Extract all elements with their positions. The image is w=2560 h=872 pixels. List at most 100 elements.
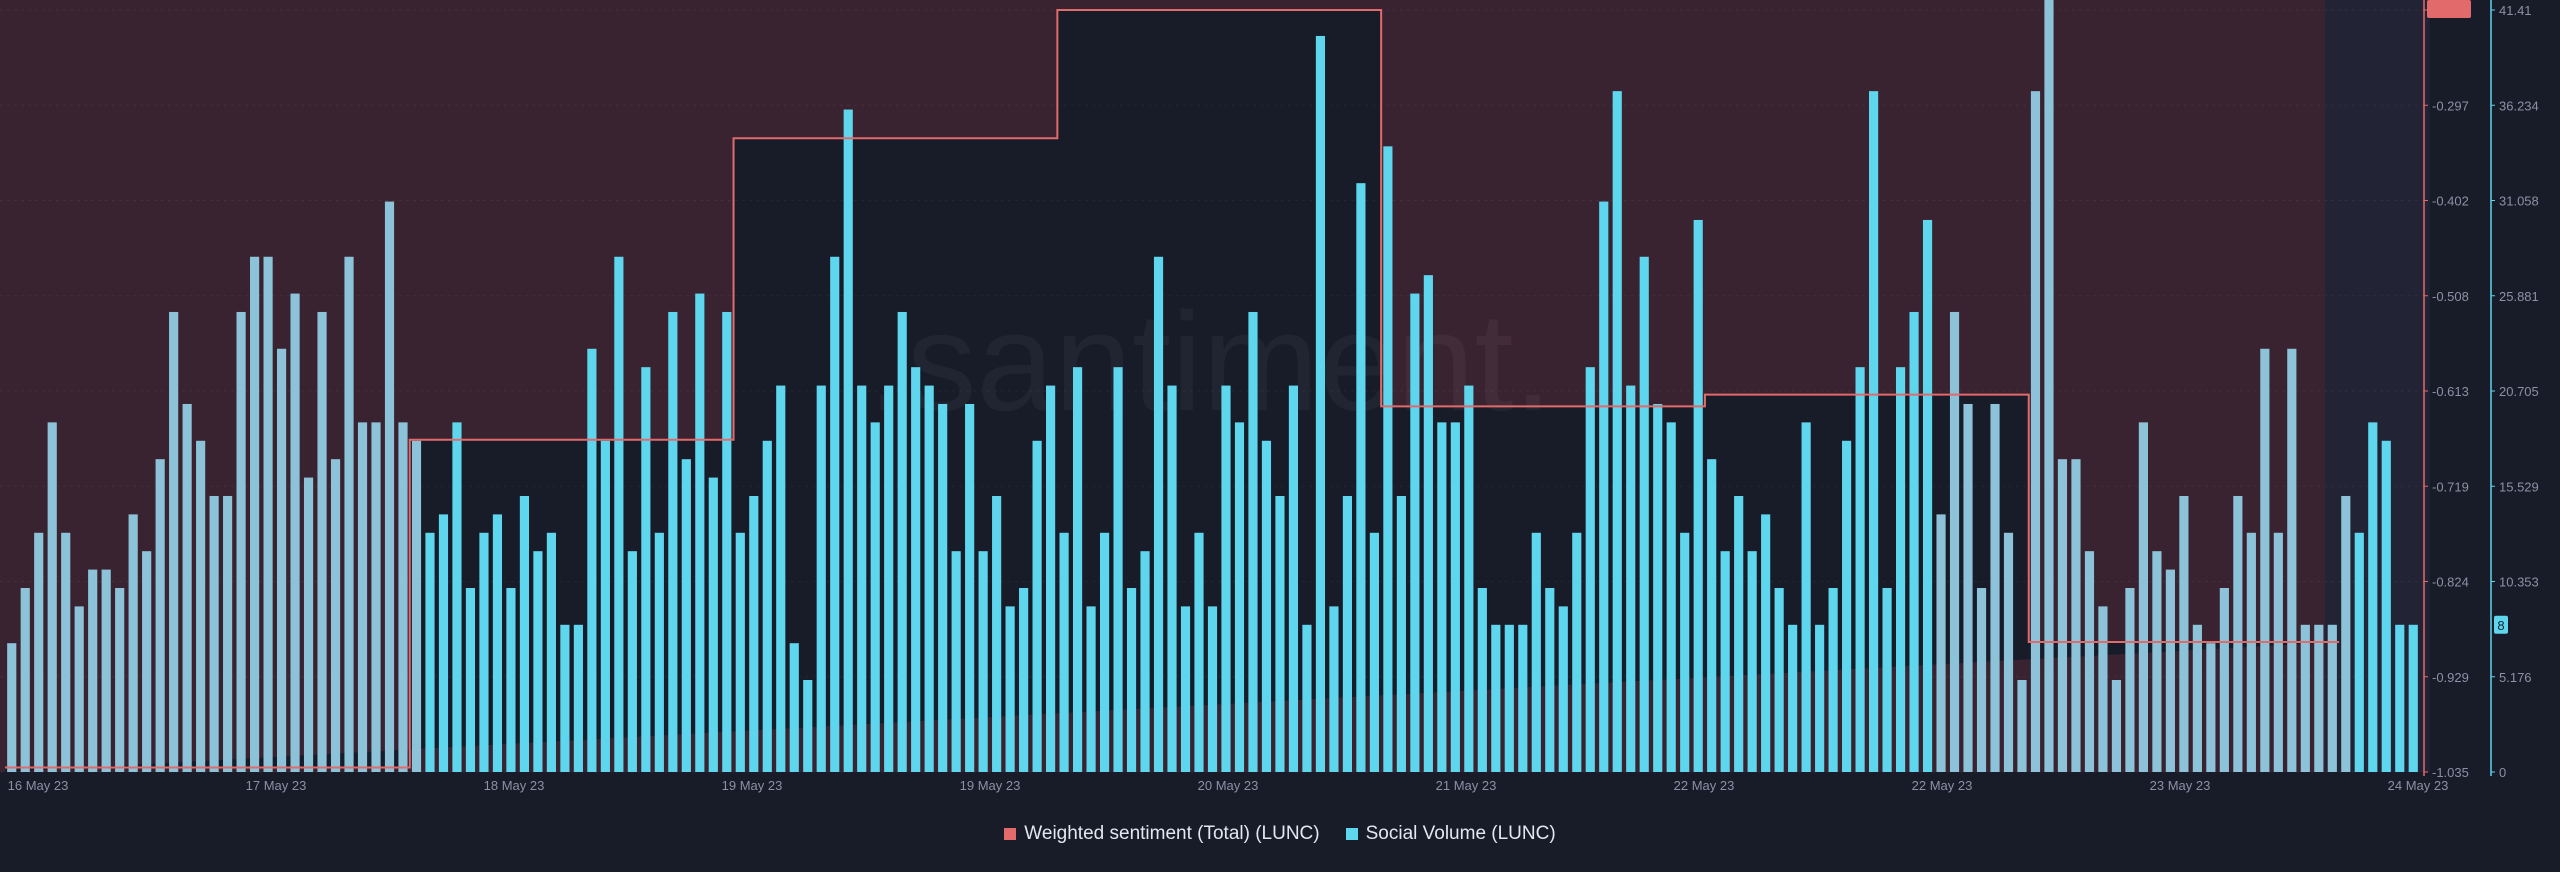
volume-bar <box>1234 422 1245 772</box>
volume-bar <box>344 256 354 772</box>
volume-bar <box>223 495 233 772</box>
volume-bar <box>735 532 745 772</box>
volume-bar <box>911 367 921 772</box>
volume-bar <box>209 495 219 772</box>
volume-bar <box>938 403 948 772</box>
volume-bar <box>924 385 934 772</box>
volume-bar <box>2354 532 2364 772</box>
volume-bar <box>2219 587 2229 772</box>
volume-bar <box>398 422 408 772</box>
volume-bar <box>2287 348 2297 772</box>
volume-tick-label: 25.881 <box>2499 289 2539 304</box>
volume-bar <box>1356 183 1366 772</box>
volume-bar <box>2273 532 2283 772</box>
volume-bar <box>560 624 570 772</box>
volume-bar <box>857 385 867 772</box>
x-tick-label: 21 May 23 <box>1436 778 1497 793</box>
volume-bar <box>479 532 489 772</box>
volume-bar <box>1747 551 1757 772</box>
volume-bar <box>2057 459 2068 772</box>
volume-bar <box>2125 587 2135 772</box>
sentiment-tick-label: -0.719 <box>2432 479 2469 494</box>
volume-bar <box>2138 422 2148 772</box>
volume-bar <box>2300 624 2310 772</box>
sentiment-tick-label: -0.297 <box>2432 98 2469 113</box>
volume-bar <box>2017 679 2027 772</box>
volume-bar <box>1801 422 1811 772</box>
volume-bar <box>1073 367 1083 772</box>
volume-bar <box>1167 385 1177 772</box>
volume-bar <box>2381 440 2391 772</box>
current-volume-value: 8 <box>2497 618 2504 633</box>
volume-bar <box>762 440 772 772</box>
volume-tick-label: 41.41 <box>2499 3 2532 18</box>
volume-bar <box>1180 606 1191 772</box>
volume-bar <box>1680 532 1690 772</box>
volume-bar <box>587 348 597 772</box>
legend: Weighted sentiment (Total) (LUNC) Social… <box>0 818 2560 850</box>
volume-bar <box>708 477 718 772</box>
volume-tick-label: 5.176 <box>2499 670 2532 685</box>
volume-bar <box>169 311 179 772</box>
volume-bar <box>438 514 449 772</box>
volume-bar <box>155 459 165 772</box>
volume-bar <box>641 367 651 772</box>
social-volume-bars <box>7 0 2418 773</box>
volume-bar <box>1086 606 1096 772</box>
volume-bar <box>681 459 691 772</box>
legend-item-volume[interactable]: Social Volume (LUNC) <box>1345 823 1556 845</box>
x-tick-label: 19 May 23 <box>960 778 1021 793</box>
volume-bar <box>1396 495 1406 772</box>
sentiment-tick-label: -0.508 <box>2432 289 2469 304</box>
volume-bar <box>2152 551 2162 772</box>
volume-bar <box>1248 311 1258 772</box>
sentiment-swatch-icon <box>1004 828 1017 840</box>
volume-bar <box>1909 311 1919 772</box>
x-tick-label: 23 May 23 <box>2150 778 2211 793</box>
volume-bar <box>884 385 894 772</box>
volume-bar <box>1963 403 1973 772</box>
volume-bar <box>1504 624 1514 772</box>
volume-bar <box>1437 422 1447 772</box>
volume-bar <box>830 256 840 772</box>
volume-bar <box>1140 551 1150 772</box>
volume-bar <box>2111 679 2122 772</box>
volume-bar <box>330 459 341 772</box>
volume-tick-label: 15.529 <box>2499 479 2539 494</box>
volume-swatch-icon <box>1345 828 1358 840</box>
volume-bar <box>803 679 813 772</box>
current-sentiment-badge <box>2427 0 2471 18</box>
volume-tick-label: 10.353 <box>2499 575 2539 590</box>
volume-bar <box>1005 606 1015 772</box>
volume-bar <box>2044 0 2054 772</box>
volume-bar <box>1153 256 1164 772</box>
volume-bar <box>1329 606 1339 772</box>
volume-bar <box>142 551 152 772</box>
volume-bar <box>357 422 368 772</box>
volume-bar <box>2084 551 2095 772</box>
volume-bar <box>1855 367 1865 772</box>
volume-bar <box>88 569 98 772</box>
volume-bar <box>1450 422 1460 772</box>
volume-tick-label: 36.234 <box>2499 98 2539 113</box>
volume-bar <box>1720 551 1730 772</box>
volume-bar <box>2165 569 2175 772</box>
volume-bar <box>2368 422 2378 772</box>
volume-bar <box>2098 606 2108 772</box>
volume-bar <box>425 532 435 772</box>
legend-item-sentiment[interactable]: Weighted sentiment (Total) (LUNC) <box>1004 823 1320 845</box>
volume-bar <box>1734 495 1744 772</box>
volume-bar <box>573 624 583 772</box>
volume-bar <box>1477 587 1487 772</box>
volume-bar <box>2179 495 2189 772</box>
volume-bar <box>2233 495 2243 772</box>
volume-bar <box>1032 440 1042 772</box>
volume-bar <box>816 385 826 772</box>
volume-bar <box>1936 514 1946 772</box>
volume-bar <box>519 495 530 772</box>
volume-bar <box>303 477 314 772</box>
volume-bar <box>1099 532 1110 772</box>
volume-bar <box>1410 293 1420 772</box>
